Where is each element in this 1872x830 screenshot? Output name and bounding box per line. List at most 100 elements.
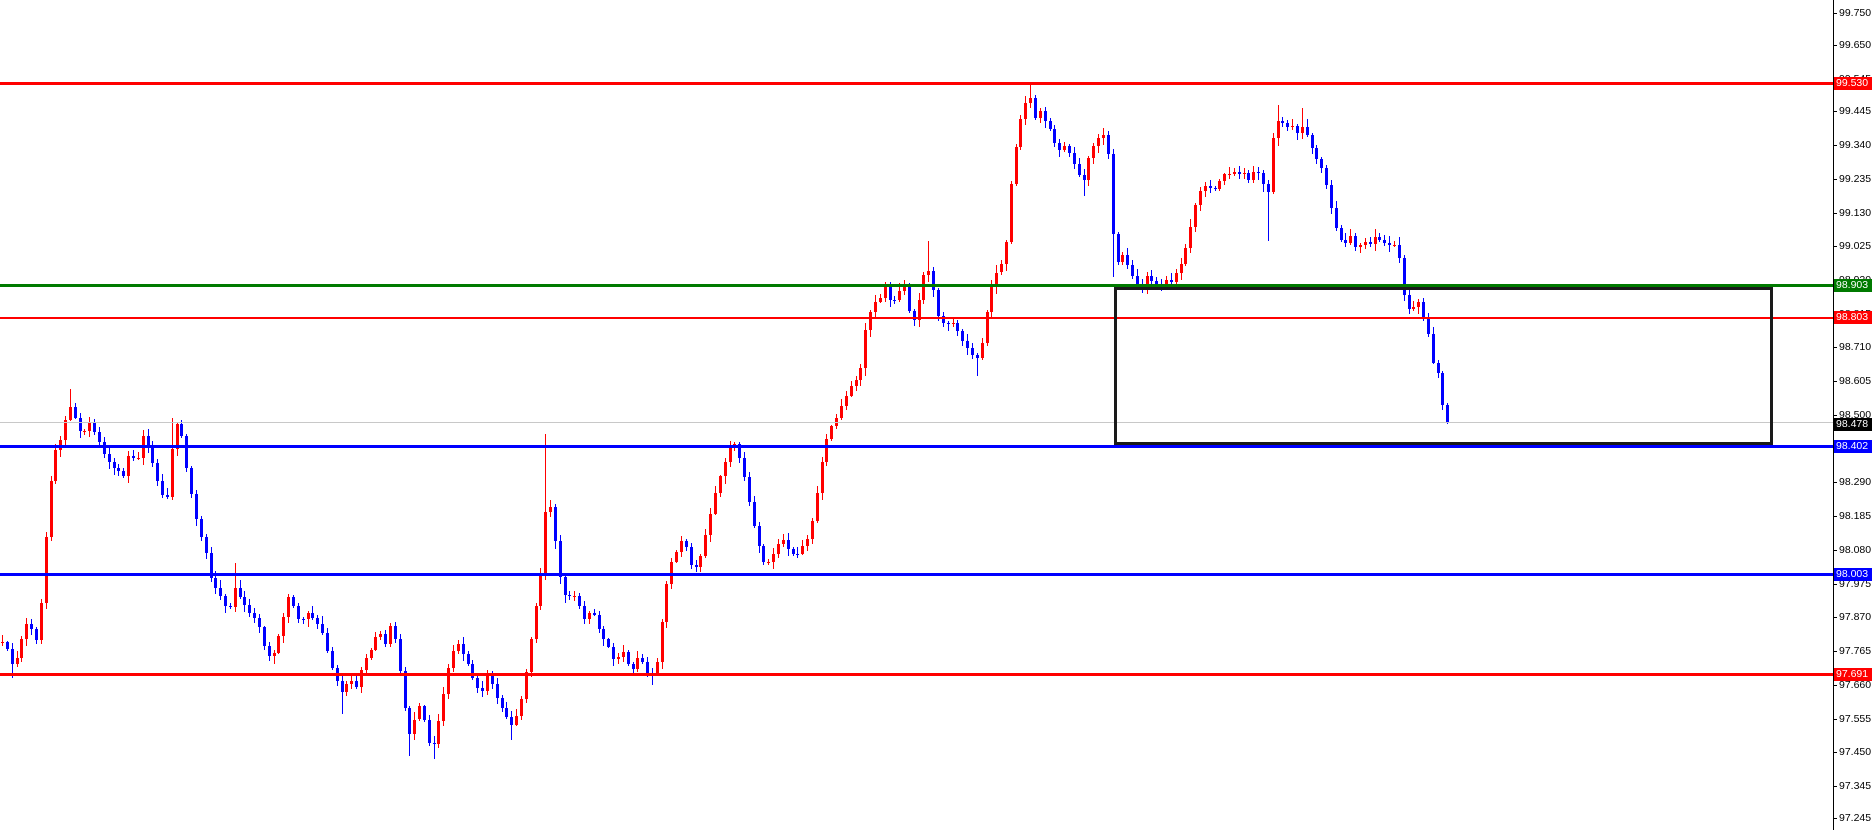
candlestick-chart <box>0 82 1833 759</box>
line-price-label: 97.691 <box>1834 668 1872 682</box>
candle <box>1412 307 1415 309</box>
candle <box>792 549 795 554</box>
candle <box>1209 185 1212 188</box>
candle <box>1364 241 1367 246</box>
candle <box>471 664 474 678</box>
horizontal-line-98.402[interactable] <box>0 444 1833 448</box>
candle <box>69 406 72 420</box>
candle <box>185 435 188 469</box>
candle <box>1262 173 1265 185</box>
candle <box>758 525 761 547</box>
candle <box>83 431 86 433</box>
candle <box>171 448 174 497</box>
candle <box>54 450 57 481</box>
axis-tick-label: 99.650 <box>1839 39 1872 52</box>
candle <box>825 439 828 462</box>
candle <box>971 347 974 356</box>
candle <box>821 461 824 494</box>
candle <box>578 595 581 607</box>
horizontal-line-98.003[interactable] <box>0 573 1833 577</box>
candle-wick <box>434 736 435 759</box>
candle <box>913 311 916 320</box>
candle <box>1000 263 1003 273</box>
candle <box>874 301 877 313</box>
candle <box>263 627 266 646</box>
candle <box>879 297 882 302</box>
axis-tick-label: 98.605 <box>1839 375 1872 388</box>
candle <box>942 315 945 323</box>
axis-tick-label: 97.555 <box>1839 712 1872 725</box>
candle <box>1204 185 1207 192</box>
candle <box>1117 233 1120 262</box>
candle <box>695 564 698 568</box>
candle-wick <box>312 605 313 621</box>
candle <box>360 670 363 687</box>
candle <box>1 641 4 644</box>
candle <box>253 613 256 619</box>
candle <box>365 658 368 671</box>
candle <box>995 272 998 287</box>
candle <box>64 419 67 441</box>
candle <box>937 290 940 316</box>
candle <box>35 628 38 640</box>
candle-wick <box>1030 82 1031 108</box>
candle <box>491 676 494 684</box>
candle <box>1446 404 1449 423</box>
candle-wick <box>511 710 512 740</box>
candle <box>593 613 596 615</box>
candle <box>753 502 756 526</box>
candle-wick <box>545 434 546 580</box>
candle <box>93 423 96 433</box>
axis-tick-mark <box>1833 347 1837 349</box>
axis-tick-mark <box>1833 684 1837 686</box>
candle <box>74 406 77 418</box>
candle <box>884 286 887 298</box>
candle <box>622 651 625 658</box>
candle <box>1417 301 1420 308</box>
line-price-label: 98.402 <box>1834 439 1872 453</box>
candle <box>782 540 785 545</box>
candle <box>127 456 130 476</box>
candle <box>258 618 261 628</box>
horizontal-line-98.903[interactable] <box>0 283 1833 287</box>
candle <box>602 628 605 640</box>
axis-tick-label: 97.870 <box>1839 611 1872 624</box>
candle-wick <box>948 320 949 331</box>
candle <box>1010 184 1013 242</box>
candle <box>889 286 892 300</box>
axis-tick-label: 97.660 <box>1839 678 1872 691</box>
candle <box>205 537 208 554</box>
candle <box>1228 173 1231 175</box>
candle <box>510 716 513 725</box>
candle <box>331 651 334 669</box>
candle <box>1330 184 1333 208</box>
candle <box>156 463 159 481</box>
axis-tick-label: 98.080 <box>1839 543 1872 556</box>
candle <box>200 519 203 538</box>
candle <box>1281 121 1284 124</box>
candle <box>239 587 242 597</box>
axis-tick-label: 99.025 <box>1839 240 1872 253</box>
candle <box>1306 126 1309 136</box>
candle <box>437 721 440 745</box>
candle <box>1097 138 1100 146</box>
candle <box>447 667 450 694</box>
horizontal-line-99.530[interactable] <box>0 82 1833 86</box>
candle <box>243 596 246 605</box>
candle-wick <box>1345 232 1346 247</box>
candle <box>166 494 169 497</box>
candle-wick <box>928 241 929 282</box>
candle <box>1063 146 1066 150</box>
horizontal-line-98.803[interactable] <box>0 316 1833 319</box>
candle <box>1247 173 1250 181</box>
candle <box>1349 236 1352 243</box>
axis-tick-label: 98.710 <box>1839 341 1872 354</box>
rectangle-object[interactable] <box>1114 287 1773 445</box>
candle <box>30 624 33 629</box>
candle <box>433 742 436 745</box>
candle-wick <box>953 317 954 327</box>
candle <box>568 595 571 597</box>
candle <box>539 572 542 606</box>
horizontal-line-97.691[interactable] <box>0 673 1833 677</box>
candle <box>1136 275 1139 284</box>
